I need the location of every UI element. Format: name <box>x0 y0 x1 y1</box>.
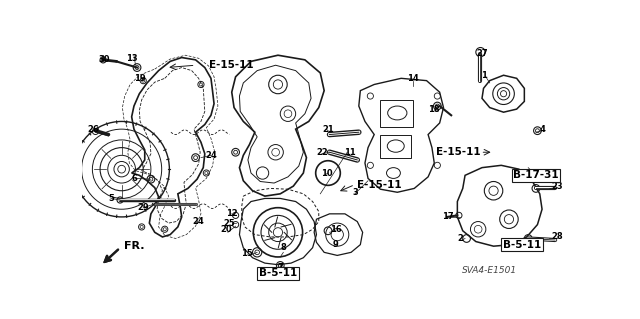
Text: 16: 16 <box>330 225 342 234</box>
Text: 3: 3 <box>352 188 358 197</box>
Text: 1: 1 <box>481 71 486 80</box>
Text: 2: 2 <box>458 234 463 243</box>
Text: 8: 8 <box>280 243 286 252</box>
Text: 6: 6 <box>131 174 137 183</box>
Text: 21: 21 <box>322 125 334 134</box>
Text: 30: 30 <box>99 55 111 64</box>
Text: 29: 29 <box>138 203 149 212</box>
Text: 24: 24 <box>193 217 205 226</box>
Text: 26: 26 <box>87 125 99 134</box>
Text: SVA4-E1501: SVA4-E1501 <box>462 266 517 275</box>
Text: 18: 18 <box>428 105 440 114</box>
Text: B-5-11: B-5-11 <box>503 240 541 250</box>
Text: 4: 4 <box>539 125 545 134</box>
Text: E-15-11: E-15-11 <box>209 60 253 70</box>
Text: 20: 20 <box>221 225 232 234</box>
Text: 27: 27 <box>476 49 488 58</box>
Text: 22: 22 <box>316 148 328 157</box>
Text: 19: 19 <box>134 74 145 83</box>
Text: 7: 7 <box>277 263 283 272</box>
Text: 15: 15 <box>241 249 253 258</box>
Text: 28: 28 <box>552 233 563 241</box>
Text: 17: 17 <box>442 212 453 221</box>
Text: 24: 24 <box>205 151 217 160</box>
Text: FR.: FR. <box>124 241 145 251</box>
Text: B-17-31: B-17-31 <box>513 170 559 180</box>
Text: 23: 23 <box>552 182 563 191</box>
Text: 13: 13 <box>126 54 138 63</box>
Text: 9: 9 <box>333 240 339 249</box>
Text: 10: 10 <box>321 168 332 178</box>
Text: 25: 25 <box>223 219 236 227</box>
Text: 14: 14 <box>407 74 419 83</box>
Text: E-15-11: E-15-11 <box>436 147 481 157</box>
Text: B-5-11: B-5-11 <box>259 268 297 278</box>
Text: E-15-11: E-15-11 <box>357 180 402 189</box>
Text: 11: 11 <box>344 148 355 157</box>
Text: 5: 5 <box>108 194 114 203</box>
Text: 12: 12 <box>226 209 237 218</box>
